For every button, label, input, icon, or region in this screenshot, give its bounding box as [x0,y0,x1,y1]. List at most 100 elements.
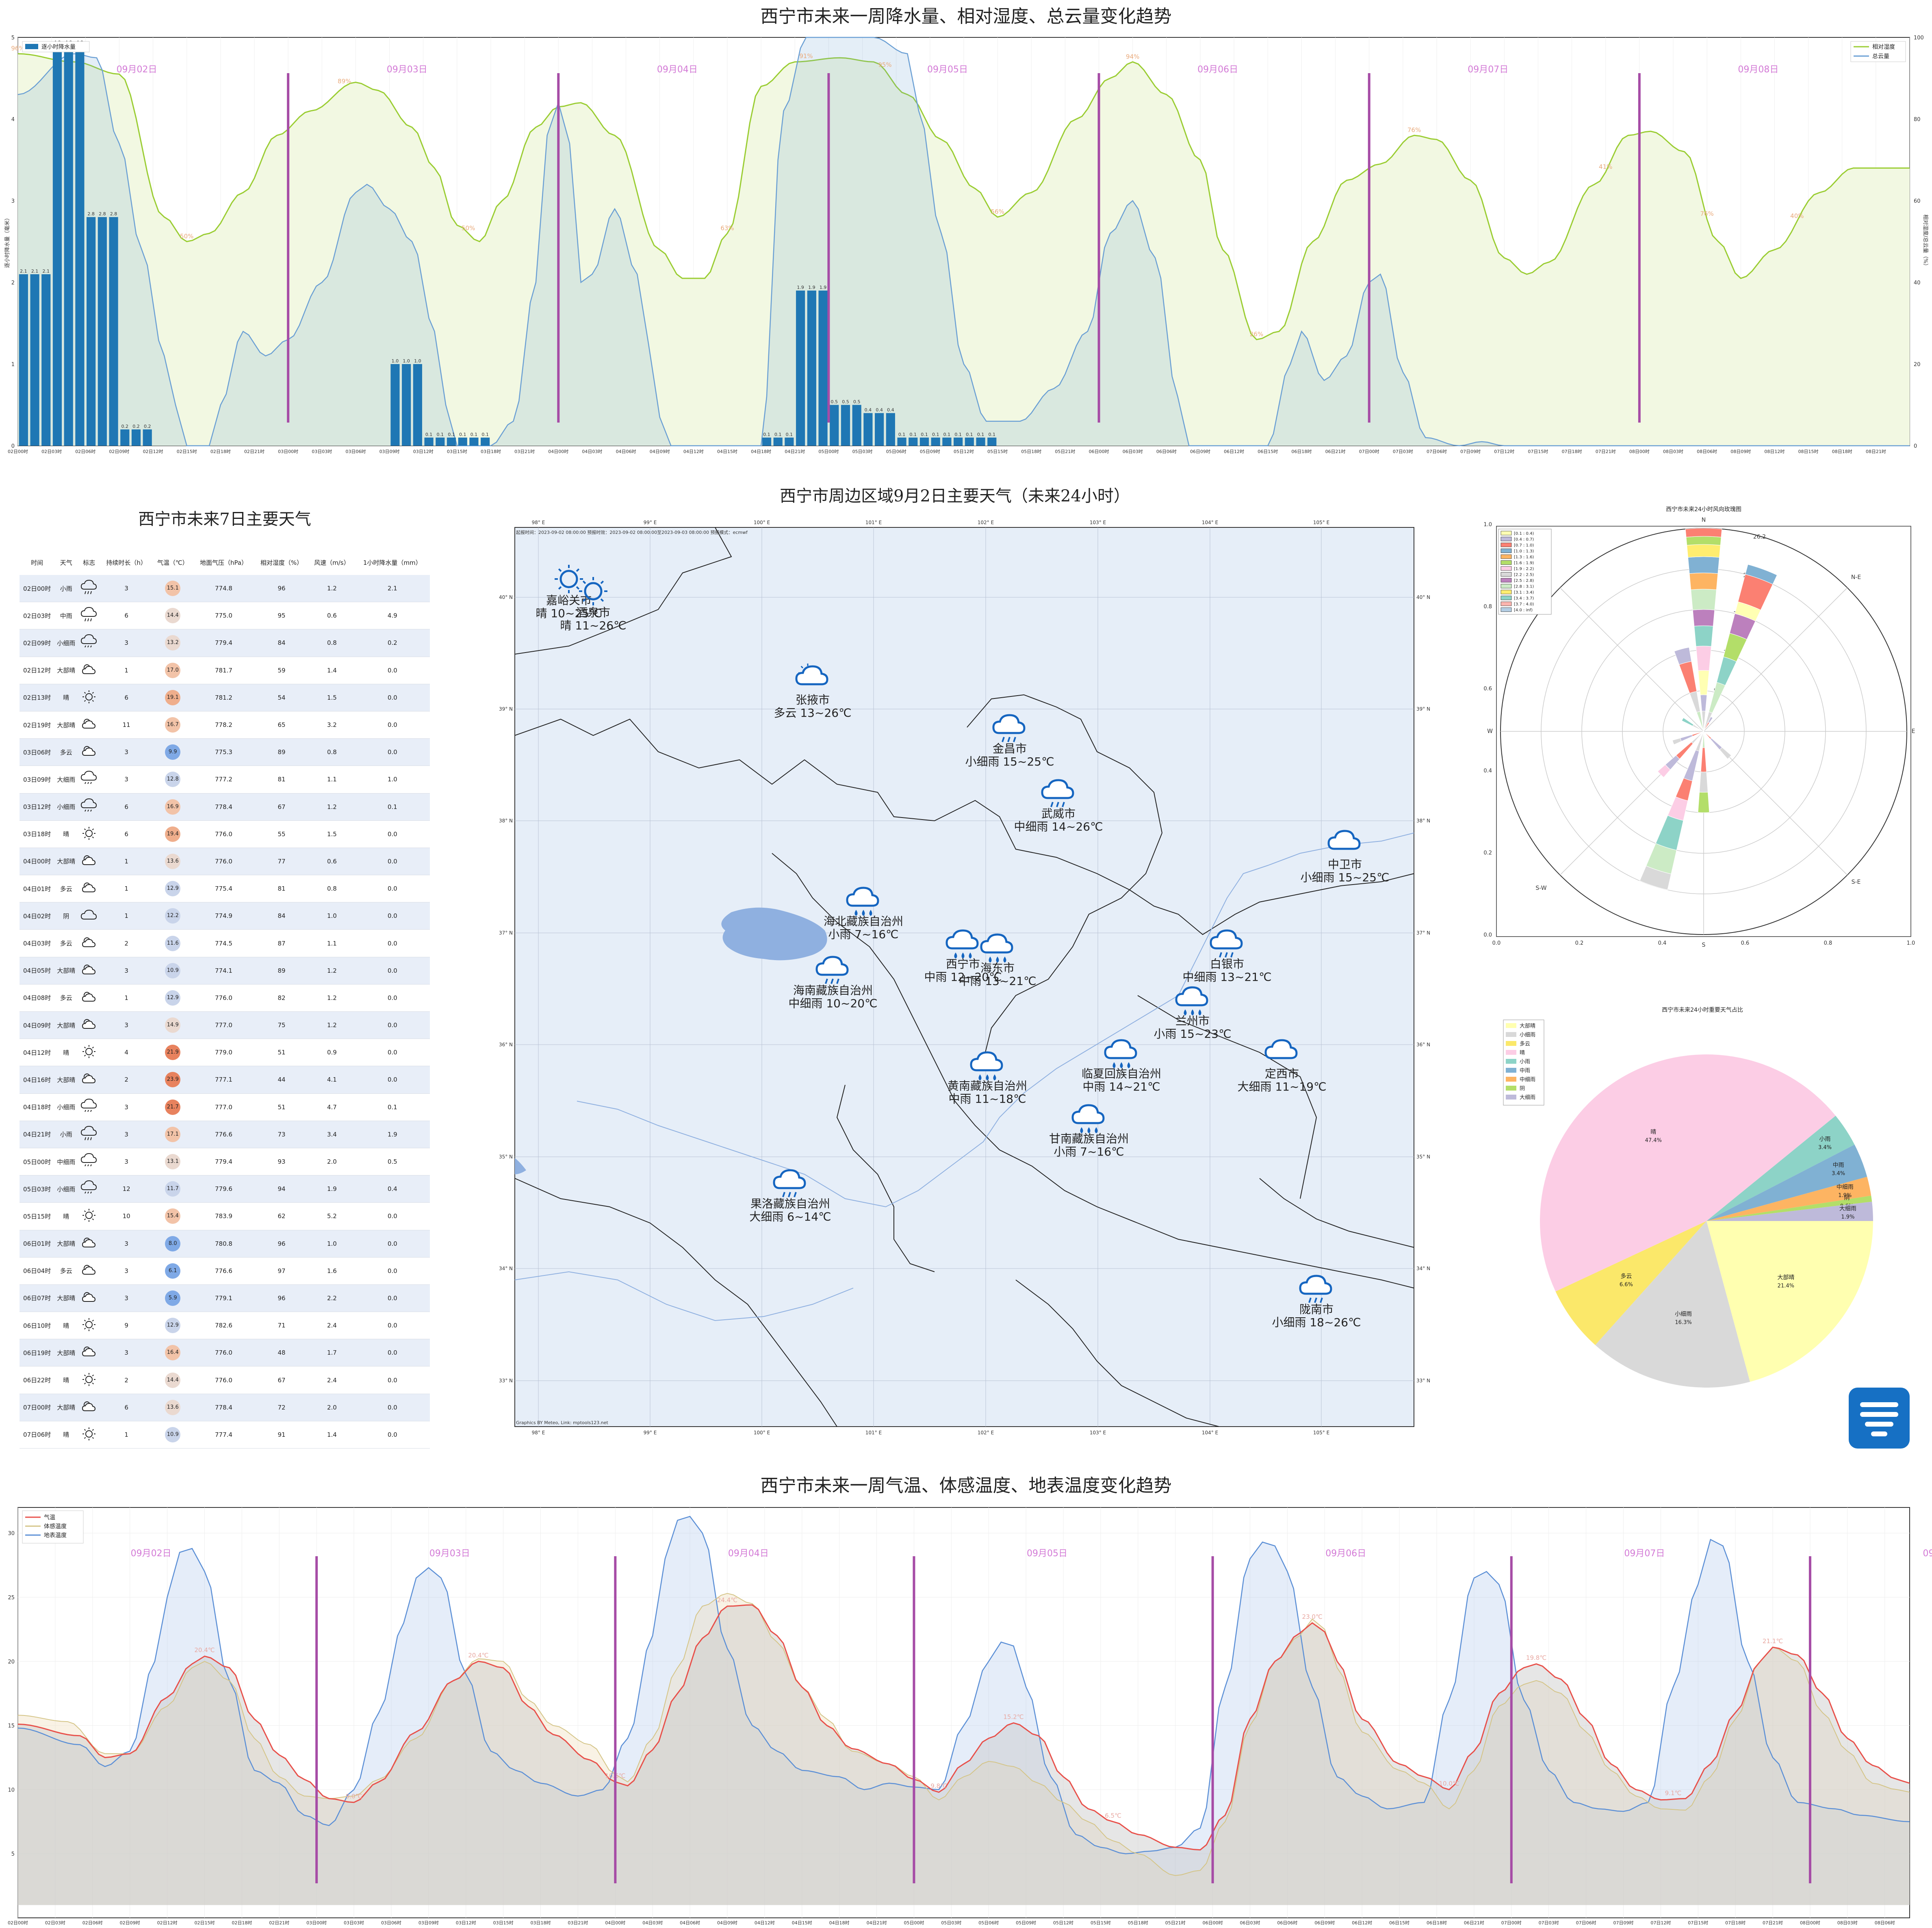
x-tick-label: 03日06时 [381,1920,401,1926]
table-cell: 小细雨 [54,793,78,821]
precip-bar [762,437,772,446]
x-tick-label: 02日09时 [120,1920,140,1926]
cloud-icon [970,1051,1003,1071]
x-tick-label: 03日21时 [514,449,535,454]
temp-badge: 11.7 [165,1181,181,1197]
table-cell: 1.0 [309,902,355,930]
legend-text: 阴 [1520,1086,1525,1092]
temp-badge: 17.1 [165,1126,181,1142]
table-cell: 04日05时 [20,957,55,985]
legend-swatch [1500,572,1512,577]
x-tick-label: 08日12时 [1764,449,1785,454]
table-row: 05日00时 中细雨 3 13.1 779.4 93 2.0 0.5 [20,1148,430,1176]
rose-petal-segment [1692,609,1715,627]
temp-badge: 9.9 [165,744,181,760]
table-cell: 06日01时 [20,1230,55,1258]
rose-petal-segment [1745,564,1778,585]
table-row: 05日03时 小细雨 12 11.7 779.6 94 1.9 0.4 [20,1175,430,1203]
table-row: 04日09时 大部晴 3 14.9 777.0 75 1.2 0.0 [20,1011,430,1039]
table-cell: 02日09时 [20,629,55,657]
pie-slice [1555,1221,1706,1345]
pie-slice-percent: 6.6% [1620,1282,1633,1288]
table-cell: 776.0 [193,1339,254,1367]
pie-slice-label: 晴 [1650,1129,1656,1136]
x-tick-label: 03日09时 [379,449,400,454]
lat-tick: 38° N [1416,818,1430,824]
table-row: 04日16时 大部晴 2 23.9 777.1 44 4.1 0.0 [20,1066,430,1094]
city-name: 海南藏族自治州 [793,984,873,997]
precip-bar [481,437,490,446]
x-tick-label: 03日18时 [531,1920,551,1926]
pie-slice-percent: 1.9% [1838,1193,1852,1199]
legend-swatch [1500,596,1512,600]
table-row: 02日00时 小雨 3 15.1 774.8 96 1.2 2.1 [20,575,430,603]
table-cell: 779.4 [193,1148,254,1176]
rose-spoke [1559,587,1704,732]
humidity-point-label: 91% [799,52,813,60]
lon-tick: 100° E [754,520,770,525]
table-cell: 9 [100,1312,153,1340]
x-tick-label: 04日03时 [642,1920,663,1926]
table-header-cell: 标志 [83,559,95,566]
y-tick: 25 [8,1595,15,1601]
top-legend-left: 逐小时降水量 [22,41,90,52]
x-tick-label: 05日12时 [954,449,974,454]
day-label: 09月08日 [1738,65,1778,75]
table-cell: 晴 [54,1421,78,1449]
raindrop-icon [954,952,957,959]
table-row: 06日22时晴 2 14.4 776.0 67 2.4 0.0 [20,1366,430,1394]
precip-value-label: 0.2 [144,424,151,429]
raindrop-icon [1184,1009,1187,1016]
rose-y-tick: 1.0 [1483,522,1492,528]
table-cell: 2.4 [309,1312,355,1340]
precip-value-label: 1.9 [808,285,815,290]
city-weather: 小雨 7~16℃ [828,928,898,941]
table-cell: 75 [254,1011,309,1039]
table-cell: 3 [100,1284,153,1312]
lon-tick: 102° E [978,1430,994,1436]
table-cell: 06日19时 [20,1339,55,1367]
x-tick-label: 06日18时 [1427,1920,1447,1926]
y-tick-right: 80 [1914,117,1921,123]
river-line [514,1271,854,1321]
temp-badge: 12.9 [165,1318,181,1334]
pie-slice-percent: 16.3% [1675,1319,1691,1325]
table-cell: 小雨 [54,575,78,603]
x-tick-label: 03日12时 [456,1920,476,1926]
table-row: 02日03时 中雨 6 14.4 775.0 95 0.6 4.9 [20,602,430,630]
table-row: 06日19时 大部晴 3 16.4 776.0 48 1.7 0.0 [20,1339,430,1367]
precip-bar [818,291,828,446]
table-cell: 0.0 [355,1039,430,1067]
temp-cell: 13.1 [152,1148,193,1176]
x-tick-label: 08日18时 [1832,449,1852,454]
table-header-row: 时间 天气 标志 持续时长（h） 气温（℃） 地面气压（hPa） 相对湿度（%） 风速（m/s… [20,550,430,575]
table-cell: 0.0 [355,848,430,876]
precip-bar [64,46,73,446]
x-tick-label: 06日12时 [1352,1920,1372,1926]
weather-sun-icon [78,684,100,711]
weather-sun-icon [78,1312,100,1340]
x-tick-label: 06日09时 [1314,1920,1335,1926]
sun-ray [582,598,586,602]
precip-bar [19,274,28,446]
rose-spoke [1703,587,1848,732]
x-tick-label: 06日06时 [1277,1920,1297,1926]
weather-drizzle-icon [78,1093,100,1121]
weather-sun-icon [78,1421,100,1449]
lon-tick: 100° E [754,1430,770,1436]
province-border [1259,1178,1414,1248]
temp-badge: 16.7 [165,717,181,733]
city-name: 金昌市 [993,742,1027,755]
legend-text: [0.7 : 1.0) [1514,543,1534,548]
weather-partsun-icon [78,1257,100,1285]
province-border [514,527,732,655]
table-cell: 0.0 [355,738,430,766]
cloud-icon [945,929,979,950]
table-cell: 小细雨 [54,1093,78,1121]
city-weather: 小细雨 15~25℃ [1300,871,1389,884]
precip-value-label: 0.1 [910,432,917,437]
temperature-trend-chart: 20.4℃9.0℃20.4℃10.6℃24.4℃9.8℃15.2℃6.5℃23.… [8,1507,1932,1926]
table-cell: 03日06时 [20,738,55,766]
